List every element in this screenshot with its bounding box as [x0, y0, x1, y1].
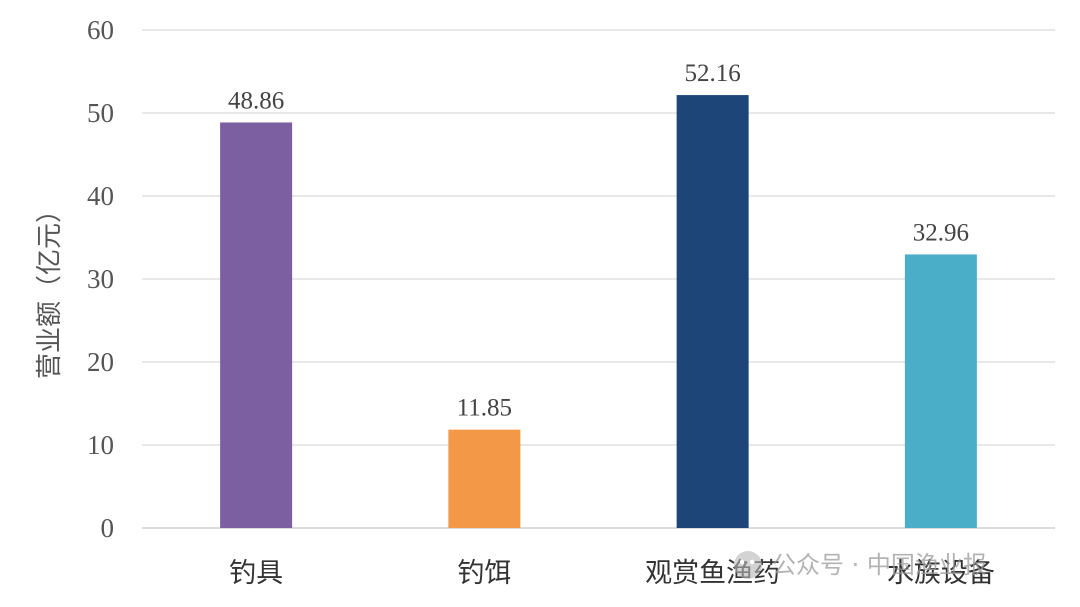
y-tick-label: 60	[87, 15, 114, 45]
data-label: 52.16	[685, 60, 741, 87]
data-label: 11.85	[457, 395, 512, 422]
bars	[220, 95, 977, 529]
bar	[676, 95, 749, 529]
data-label: 32.96	[913, 219, 969, 246]
watermark: 公众号 · 中国渔业报	[734, 551, 987, 579]
bar	[448, 429, 521, 528]
y-axis-title: 营业额（亿元）	[35, 197, 65, 379]
data-label: 48.86	[228, 87, 284, 114]
wechat-logo-icon	[734, 551, 762, 579]
x-axis-categories: 钓具 钓饵 观赏鱼渔药 水族设备	[229, 558, 995, 589]
y-tick-label: 0	[101, 513, 115, 543]
data-labels: 48.86 11.85 52.16 32.96	[228, 60, 969, 422]
y-axis-ticks: 0 10 20 30 40 50 60	[87, 15, 114, 543]
y-tick-label: 40	[87, 181, 114, 211]
bar	[904, 254, 977, 528]
y-tick-label: 10	[87, 430, 114, 460]
category-label: 水族设备	[887, 558, 995, 589]
watermark-text: 公众号 · 中国渔业报	[772, 551, 987, 579]
y-tick-label: 50	[87, 98, 114, 128]
category-label: 钓饵	[457, 558, 511, 589]
y-tick-label: 30	[87, 264, 114, 294]
y-tick-label: 20	[87, 347, 114, 377]
gridlines	[142, 29, 1055, 529]
category-label: 钓具	[229, 558, 283, 589]
bar	[220, 122, 293, 528]
